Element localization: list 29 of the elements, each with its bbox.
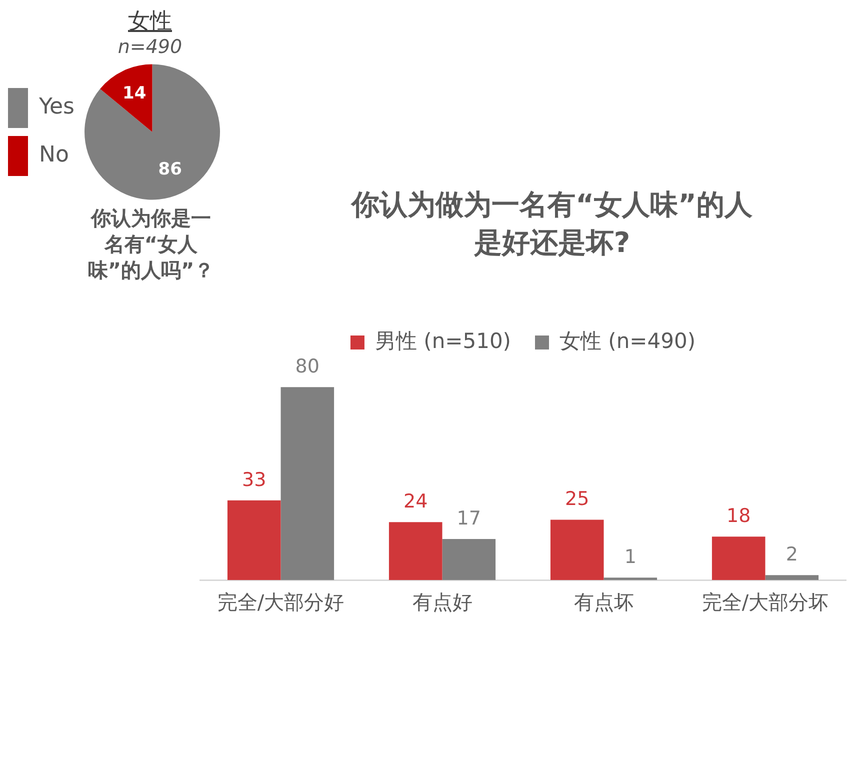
- data-label: 25: [565, 488, 590, 510]
- data-label: 24: [404, 490, 428, 513]
- x-tick-label: 有点坏: [574, 590, 634, 614]
- chart-subtitle: n=490: [116, 36, 184, 58]
- data-label: 1: [624, 546, 636, 568]
- chart-title: 女性: [127, 8, 173, 36]
- data-label: 17: [456, 507, 481, 530]
- bar: [442, 539, 496, 580]
- legend-label: 男性 (n=510): [374, 328, 512, 353]
- text: 你认为你是一名有“女人味”的人吗”？: [86, 205, 216, 283]
- bar: [765, 575, 819, 580]
- data-label: 18: [726, 505, 751, 528]
- data-label: 33: [242, 468, 266, 491]
- bar: [550, 520, 604, 580]
- legend-label: Yes: [38, 94, 75, 120]
- x-tick-label: 完全/大部分好: [217, 590, 344, 614]
- data-label: 14: [122, 83, 146, 104]
- x-tick-label: 有点好: [412, 590, 472, 614]
- legend-label: No: [39, 142, 69, 168]
- data-label: 86: [158, 159, 182, 180]
- bar: [712, 536, 766, 580]
- bar: [388, 522, 442, 580]
- legend-label: 女性 (n=490): [560, 328, 696, 353]
- bar: [227, 500, 281, 580]
- x-tick-label: 完全/大部分坏: [702, 590, 829, 614]
- chart-title: 你认为做为一名有“女人味”的人是好还是坏?: [350, 187, 754, 261]
- data-label: 80: [295, 356, 320, 378]
- data-label: 2: [786, 544, 798, 566]
- bar: [280, 387, 334, 580]
